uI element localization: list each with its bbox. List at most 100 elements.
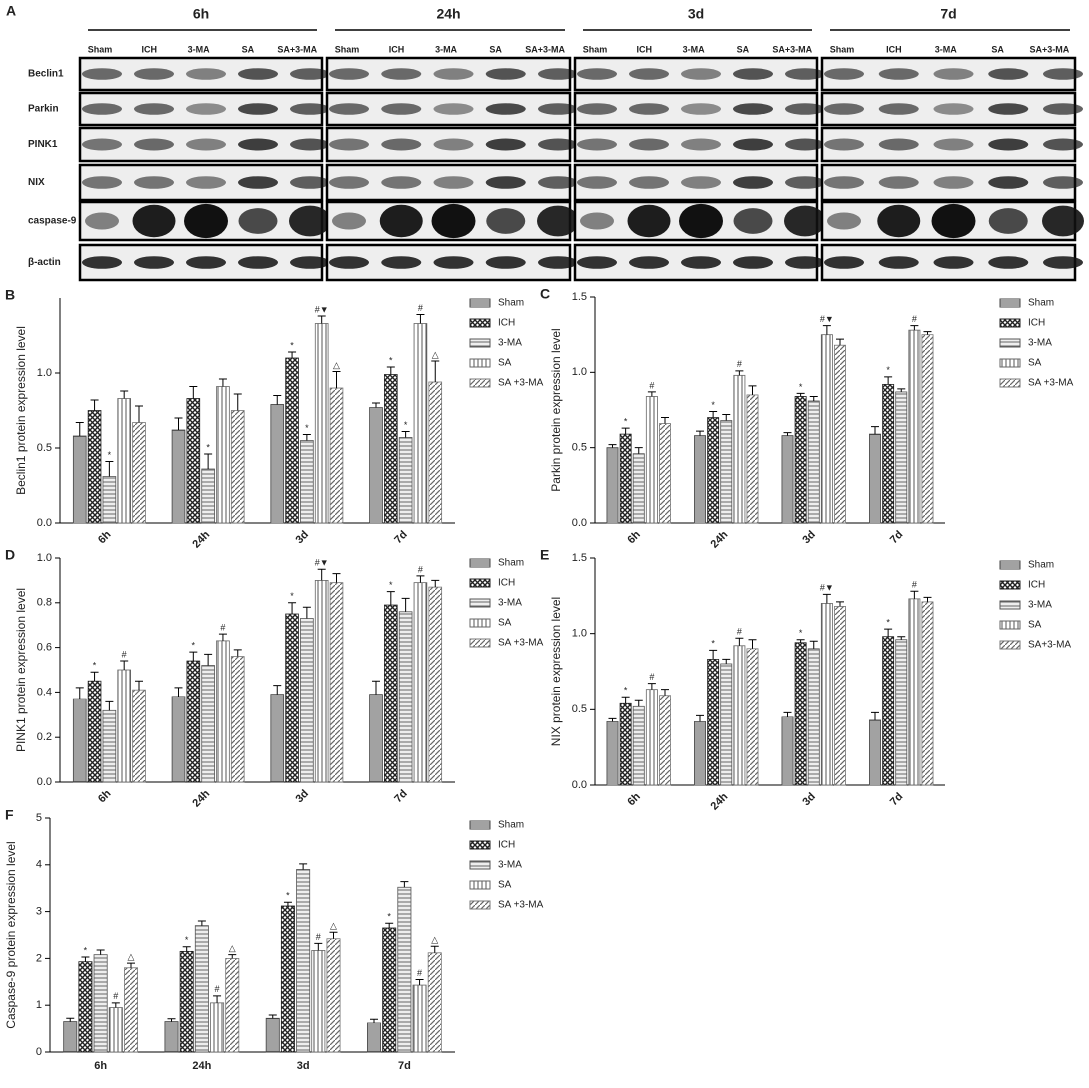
error-bar: [385, 922, 394, 928]
blot-band: [290, 256, 330, 269]
blot-band: [577, 176, 617, 189]
bar: [746, 394, 759, 524]
error-bar: [111, 1002, 120, 1008]
bar: [733, 645, 746, 786]
blot-band: [1043, 138, 1083, 151]
blot-band: [538, 68, 578, 80]
error-bar: [722, 658, 731, 664]
error-bar: [127, 962, 135, 968]
panel-label: D: [5, 547, 15, 563]
bar: [72, 435, 87, 524]
blot-band: [785, 103, 825, 115]
significance-mark: #▼: [315, 558, 329, 568]
bar: [895, 391, 908, 524]
error-bar: [836, 338, 844, 346]
blot-band: [329, 176, 369, 189]
bar: [132, 689, 146, 783]
bar: [270, 404, 285, 524]
lane-label: 3-MA: [188, 44, 210, 54]
x-tick-label: 3d: [800, 791, 818, 809]
blot-band: [538, 256, 578, 269]
bar: [314, 580, 329, 783]
legend-label: ICH: [498, 840, 515, 851]
bar: [216, 640, 230, 783]
panel-label: C: [540, 286, 550, 302]
significance-mark: △: [128, 951, 135, 961]
bar: [882, 383, 895, 524]
bar: [194, 925, 209, 1053]
blot-band: [1043, 176, 1083, 189]
error-bar: [372, 402, 380, 408]
blot-band: [681, 68, 721, 80]
legend-swatch: [469, 318, 491, 328]
lane-label: SA: [991, 44, 1004, 54]
blot-band: [577, 103, 617, 115]
blot-band: [82, 103, 122, 115]
error-bar: [431, 579, 440, 588]
legend-swatch: [469, 840, 491, 850]
y-axis-label: Beclin1 protein expression level: [14, 326, 28, 495]
y-tick-label: 0: [36, 1046, 42, 1058]
error-bar: [314, 942, 323, 951]
legend-label: SA +3-MA: [498, 638, 544, 649]
x-tick-label: 6h: [96, 528, 114, 546]
bar: [329, 582, 344, 783]
legend-label: SA: [498, 618, 512, 629]
blot-band: [785, 138, 825, 151]
legend-label: Sham: [498, 558, 524, 569]
error-bar: [910, 325, 919, 331]
significance-mark: *: [185, 935, 189, 945]
error-bar: [135, 405, 143, 423]
y-tick-label: 0.8: [37, 597, 52, 609]
x-tick-label: 24h: [709, 529, 731, 551]
blot-band: [82, 176, 122, 189]
bar: [733, 374, 746, 524]
lane-label: ICH: [637, 44, 653, 54]
blot-band: [988, 208, 1028, 234]
legend-swatch: [999, 298, 1021, 308]
bar: [921, 334, 934, 524]
blot-band: [332, 212, 366, 230]
blot-band: [824, 176, 864, 189]
lane-label: SA+3-MA: [525, 44, 565, 54]
bar: [619, 702, 632, 786]
error-bar: [608, 444, 617, 448]
significance-mark: *: [192, 640, 196, 650]
significance-mark: △: [229, 943, 236, 953]
blot-band: [381, 138, 422, 151]
bar: [398, 437, 413, 524]
x-tick-label: 7d: [398, 1060, 411, 1072]
bar: [707, 658, 720, 786]
lane-label: SA+3-MA: [772, 44, 812, 54]
blot-band: [827, 212, 861, 230]
bar: [369, 407, 383, 524]
error-bar: [416, 575, 425, 583]
significance-mark: *: [799, 382, 803, 392]
blot-band: [681, 176, 721, 189]
legend-label: SA: [498, 358, 512, 369]
significance-mark: #: [649, 672, 654, 682]
error-bar: [66, 1017, 75, 1022]
bar: [329, 387, 344, 524]
y-tick-label: 1.5: [572, 552, 587, 564]
bar: [427, 952, 442, 1053]
lane-label: Sham: [583, 44, 608, 54]
legend-label: SA +3-MA: [498, 900, 544, 911]
legend-label: SA: [1028, 358, 1042, 369]
blot-band: [878, 256, 919, 269]
legend-label: Sham: [1028, 560, 1054, 571]
bar: [428, 586, 443, 783]
blot-band: [577, 256, 617, 269]
error-bar: [317, 315, 326, 324]
blot-band: [134, 138, 174, 151]
error-bar: [182, 946, 191, 952]
blot-band: [186, 138, 226, 151]
blot-band: [485, 256, 526, 269]
blot-band: [733, 256, 773, 269]
error-bar: [735, 370, 744, 376]
blot-band: [878, 138, 919, 151]
bar: [694, 435, 706, 524]
blot-band: [186, 176, 226, 189]
legend-label: 3-MA: [498, 598, 522, 609]
